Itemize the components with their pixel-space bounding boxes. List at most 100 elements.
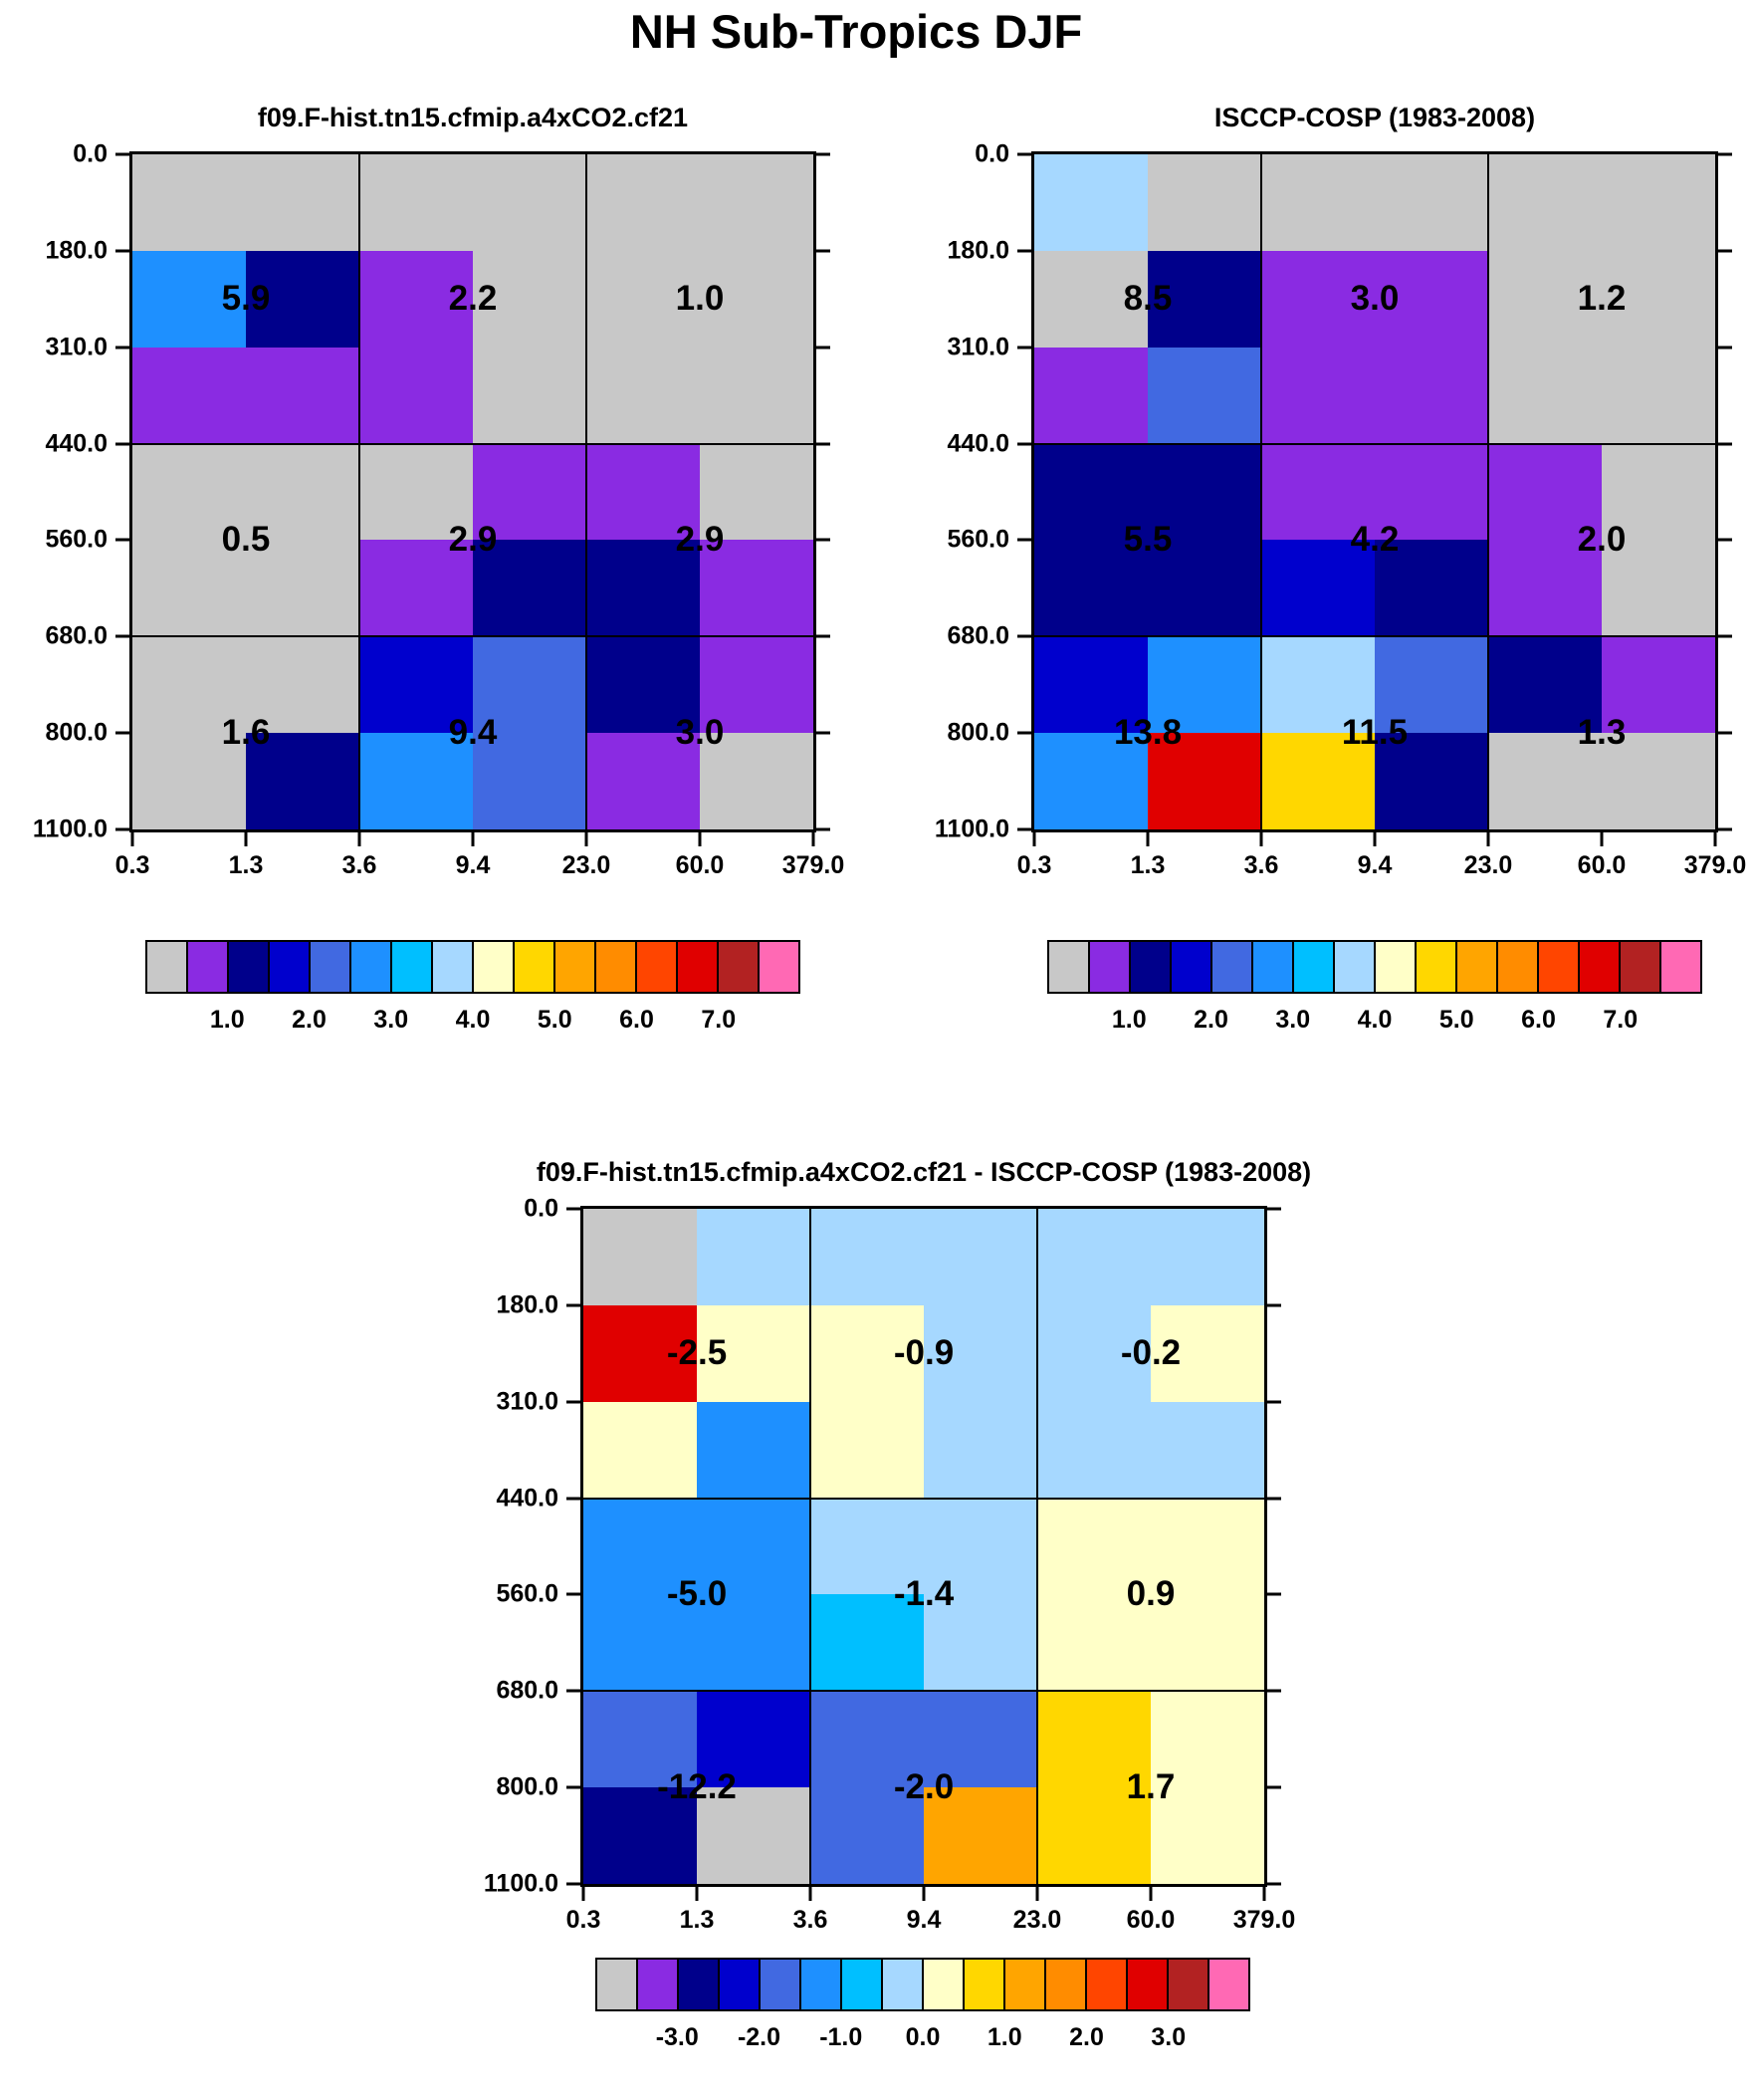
heatmap-cell xyxy=(132,540,246,637)
x-axis-tick-label: 0.3 xyxy=(114,851,150,879)
y-axis-tick xyxy=(1718,538,1732,542)
x-axis-tick-label: 23.0 xyxy=(561,851,611,879)
heatmap-cell xyxy=(583,1304,697,1402)
heatmap-cell xyxy=(810,1304,924,1402)
category-value-label: 8.5 xyxy=(1123,279,1173,319)
y-axis-tick xyxy=(566,1689,580,1693)
heatmap-cell xyxy=(132,443,246,541)
colorbar-tick-label: 2.0 xyxy=(1069,2023,1104,2051)
colorbar-swatch xyxy=(1003,1958,1046,2011)
heatmap-cell xyxy=(1148,347,1261,444)
heatmap-cell xyxy=(1602,733,1715,829)
colorbar-swatch xyxy=(677,1958,720,2011)
x-axis-tick xyxy=(471,832,475,846)
colorbar-swatch xyxy=(1170,940,1212,994)
colorbar-swatch xyxy=(553,940,596,994)
x-axis-tick xyxy=(1259,832,1263,846)
y-axis-tick xyxy=(115,634,129,638)
colorbar-tick-label: 7.0 xyxy=(701,1006,737,1034)
heatmap-cell xyxy=(1151,1209,1264,1305)
y-axis-tick xyxy=(816,827,830,831)
heatmap-cell xyxy=(697,1401,810,1499)
x-axis-tick-label: 379.0 xyxy=(1683,851,1747,879)
colorbar-tick-label: -3.0 xyxy=(655,2023,699,2051)
heatmap-cell xyxy=(1148,636,1261,734)
colorbar-tick-label: 3.0 xyxy=(1151,2023,1187,2051)
category-divider-vertical xyxy=(1036,1209,1038,1884)
heatmap-cell xyxy=(583,1594,697,1692)
heatmap-cell xyxy=(132,733,246,829)
colorbar-tick-label: 2.0 xyxy=(1194,1006,1228,1034)
y-axis-tick xyxy=(566,1400,580,1404)
heatmap-cell xyxy=(1261,636,1375,734)
heatmap-cell xyxy=(1602,154,1715,251)
heatmap-cell xyxy=(246,154,359,251)
x-axis-tick xyxy=(357,832,361,846)
heatmap-cell xyxy=(1375,347,1488,444)
y-axis-tick xyxy=(1017,249,1031,253)
y-axis-tick xyxy=(115,152,129,156)
colorbar-tick-label: 7.0 xyxy=(1603,1006,1639,1034)
category-divider-horizontal xyxy=(583,1690,1264,1693)
colorbar-tick-label: -1.0 xyxy=(819,2023,863,2051)
y-axis-tick xyxy=(566,1497,580,1501)
heatmap-cell xyxy=(1488,347,1602,444)
heatmap-cell xyxy=(1375,636,1488,734)
x-axis-tick-label: 3.6 xyxy=(341,851,377,879)
x-axis-tick-label: 3.6 xyxy=(792,1906,828,1934)
y-axis-tick-label: 1100.0 xyxy=(934,815,1009,843)
x-axis-tick-label: 9.4 xyxy=(455,851,491,879)
heatmap-cell xyxy=(1148,154,1261,251)
category-value-label: 2.0 xyxy=(1577,520,1627,560)
heatmap-cell xyxy=(1037,1498,1151,1595)
heatmap-cell xyxy=(583,1498,697,1595)
colorbar-tick-label: 2.0 xyxy=(292,1006,327,1034)
y-axis-tick-label: 0.0 xyxy=(975,139,1009,168)
y-axis-tick xyxy=(1267,1303,1281,1307)
colorbar-swatch xyxy=(227,940,270,994)
heatmap-cell xyxy=(700,733,813,829)
category-value-label: -12.2 xyxy=(657,1767,737,1807)
category-divider-horizontal xyxy=(132,635,813,638)
colorbar-swatch xyxy=(1619,940,1661,994)
colorbar-swatch xyxy=(840,1958,883,2011)
x-axis-tick xyxy=(581,1887,585,1901)
colorbar-swatch xyxy=(186,940,229,994)
y-axis-tick xyxy=(1017,538,1031,542)
x-axis-tick xyxy=(811,832,815,846)
colorbar-swatch xyxy=(1333,940,1376,994)
heatmap-cell xyxy=(1261,154,1375,251)
heatmap-cell xyxy=(1148,443,1261,541)
y-axis-tick xyxy=(816,538,830,542)
category-value-label: 2.9 xyxy=(448,520,498,560)
colorbar-swatch xyxy=(717,940,760,994)
heatmap-cell xyxy=(700,250,813,348)
heatmap-grid xyxy=(583,1209,1264,1884)
x-axis-tick xyxy=(698,832,702,846)
category-value-label: 1.0 xyxy=(675,279,725,319)
category-divider-horizontal xyxy=(1034,442,1715,445)
heatmap-cell xyxy=(359,154,473,251)
heatmap-cell xyxy=(1034,733,1148,829)
heatmap-cell xyxy=(586,443,700,541)
y-axis-tick-label: 180.0 xyxy=(45,236,108,265)
y-axis-tick-label: 800.0 xyxy=(947,718,1009,747)
heatmap-cell xyxy=(924,1787,1037,1884)
colorbar-swatch xyxy=(1537,940,1580,994)
y-axis-tick xyxy=(115,827,129,831)
colorbar-swatch xyxy=(1088,940,1131,994)
heatmap-cell xyxy=(1488,154,1602,251)
heatmap-cell xyxy=(473,347,586,444)
heatmap-cell xyxy=(697,1304,810,1402)
y-axis-tick xyxy=(1267,1689,1281,1693)
heatmap-cell xyxy=(1034,154,1148,251)
heatmap-cell xyxy=(132,636,246,734)
colorbar-swatch xyxy=(922,1958,965,2011)
colorbar-tick-label: 0.0 xyxy=(905,2023,941,2051)
heatmap-cell xyxy=(924,1691,1037,1788)
heatmap-cell xyxy=(359,443,473,541)
y-axis-tick xyxy=(1718,442,1732,446)
heatmap-cell xyxy=(700,347,813,444)
colorbar-tick-label: 6.0 xyxy=(1521,1006,1556,1034)
